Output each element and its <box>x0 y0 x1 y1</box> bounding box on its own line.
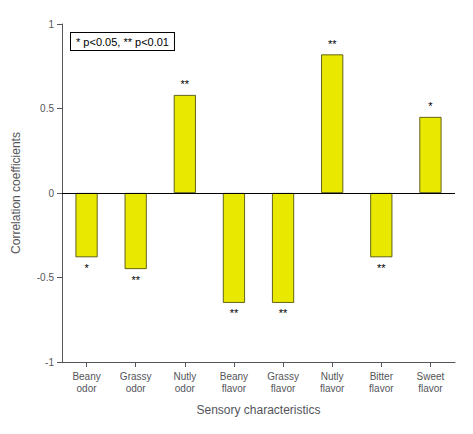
svg-text:-1: -1 <box>45 357 54 368</box>
svg-text:Grassy: Grassy <box>267 371 299 382</box>
svg-text:* p<0.05, ** p<0.01: * p<0.05, ** p<0.01 <box>76 36 169 48</box>
svg-text:flavor: flavor <box>369 383 394 394</box>
svg-text:flavor: flavor <box>271 383 296 394</box>
svg-text:odor: odor <box>77 383 98 394</box>
svg-text:flavor: flavor <box>418 383 443 394</box>
svg-text:0: 0 <box>48 188 54 199</box>
svg-text:**: ** <box>131 274 140 286</box>
svg-text:**: ** <box>377 262 386 274</box>
svg-text:Beany: Beany <box>72 371 100 382</box>
svg-text:Grassy: Grassy <box>120 371 152 382</box>
svg-text:odor: odor <box>126 383 147 394</box>
svg-text:Correlation coefficients: Correlation coefficients <box>9 132 23 254</box>
svg-text:Sweet: Sweet <box>417 371 445 382</box>
svg-text:Bitter: Bitter <box>370 371 394 382</box>
svg-text:0.5: 0.5 <box>40 103 54 114</box>
svg-text:Beany: Beany <box>220 371 248 382</box>
svg-text:odor: odor <box>175 383 196 394</box>
svg-text:**: ** <box>279 307 288 319</box>
svg-text:1: 1 <box>48 19 54 30</box>
svg-text:Sensory characteristics: Sensory characteristics <box>196 403 320 417</box>
svg-text:*: * <box>428 100 433 112</box>
svg-text:**: ** <box>181 78 190 90</box>
svg-text:flavor: flavor <box>222 383 247 394</box>
svg-text:-0.5: -0.5 <box>37 272 55 283</box>
svg-text:**: ** <box>328 38 337 50</box>
svg-text:**: ** <box>230 307 239 319</box>
svg-text:*: * <box>84 262 89 274</box>
svg-text:flavor: flavor <box>320 383 345 394</box>
svg-text:Nutly: Nutly <box>321 371 344 382</box>
svg-text:Nutly: Nutly <box>173 371 196 382</box>
